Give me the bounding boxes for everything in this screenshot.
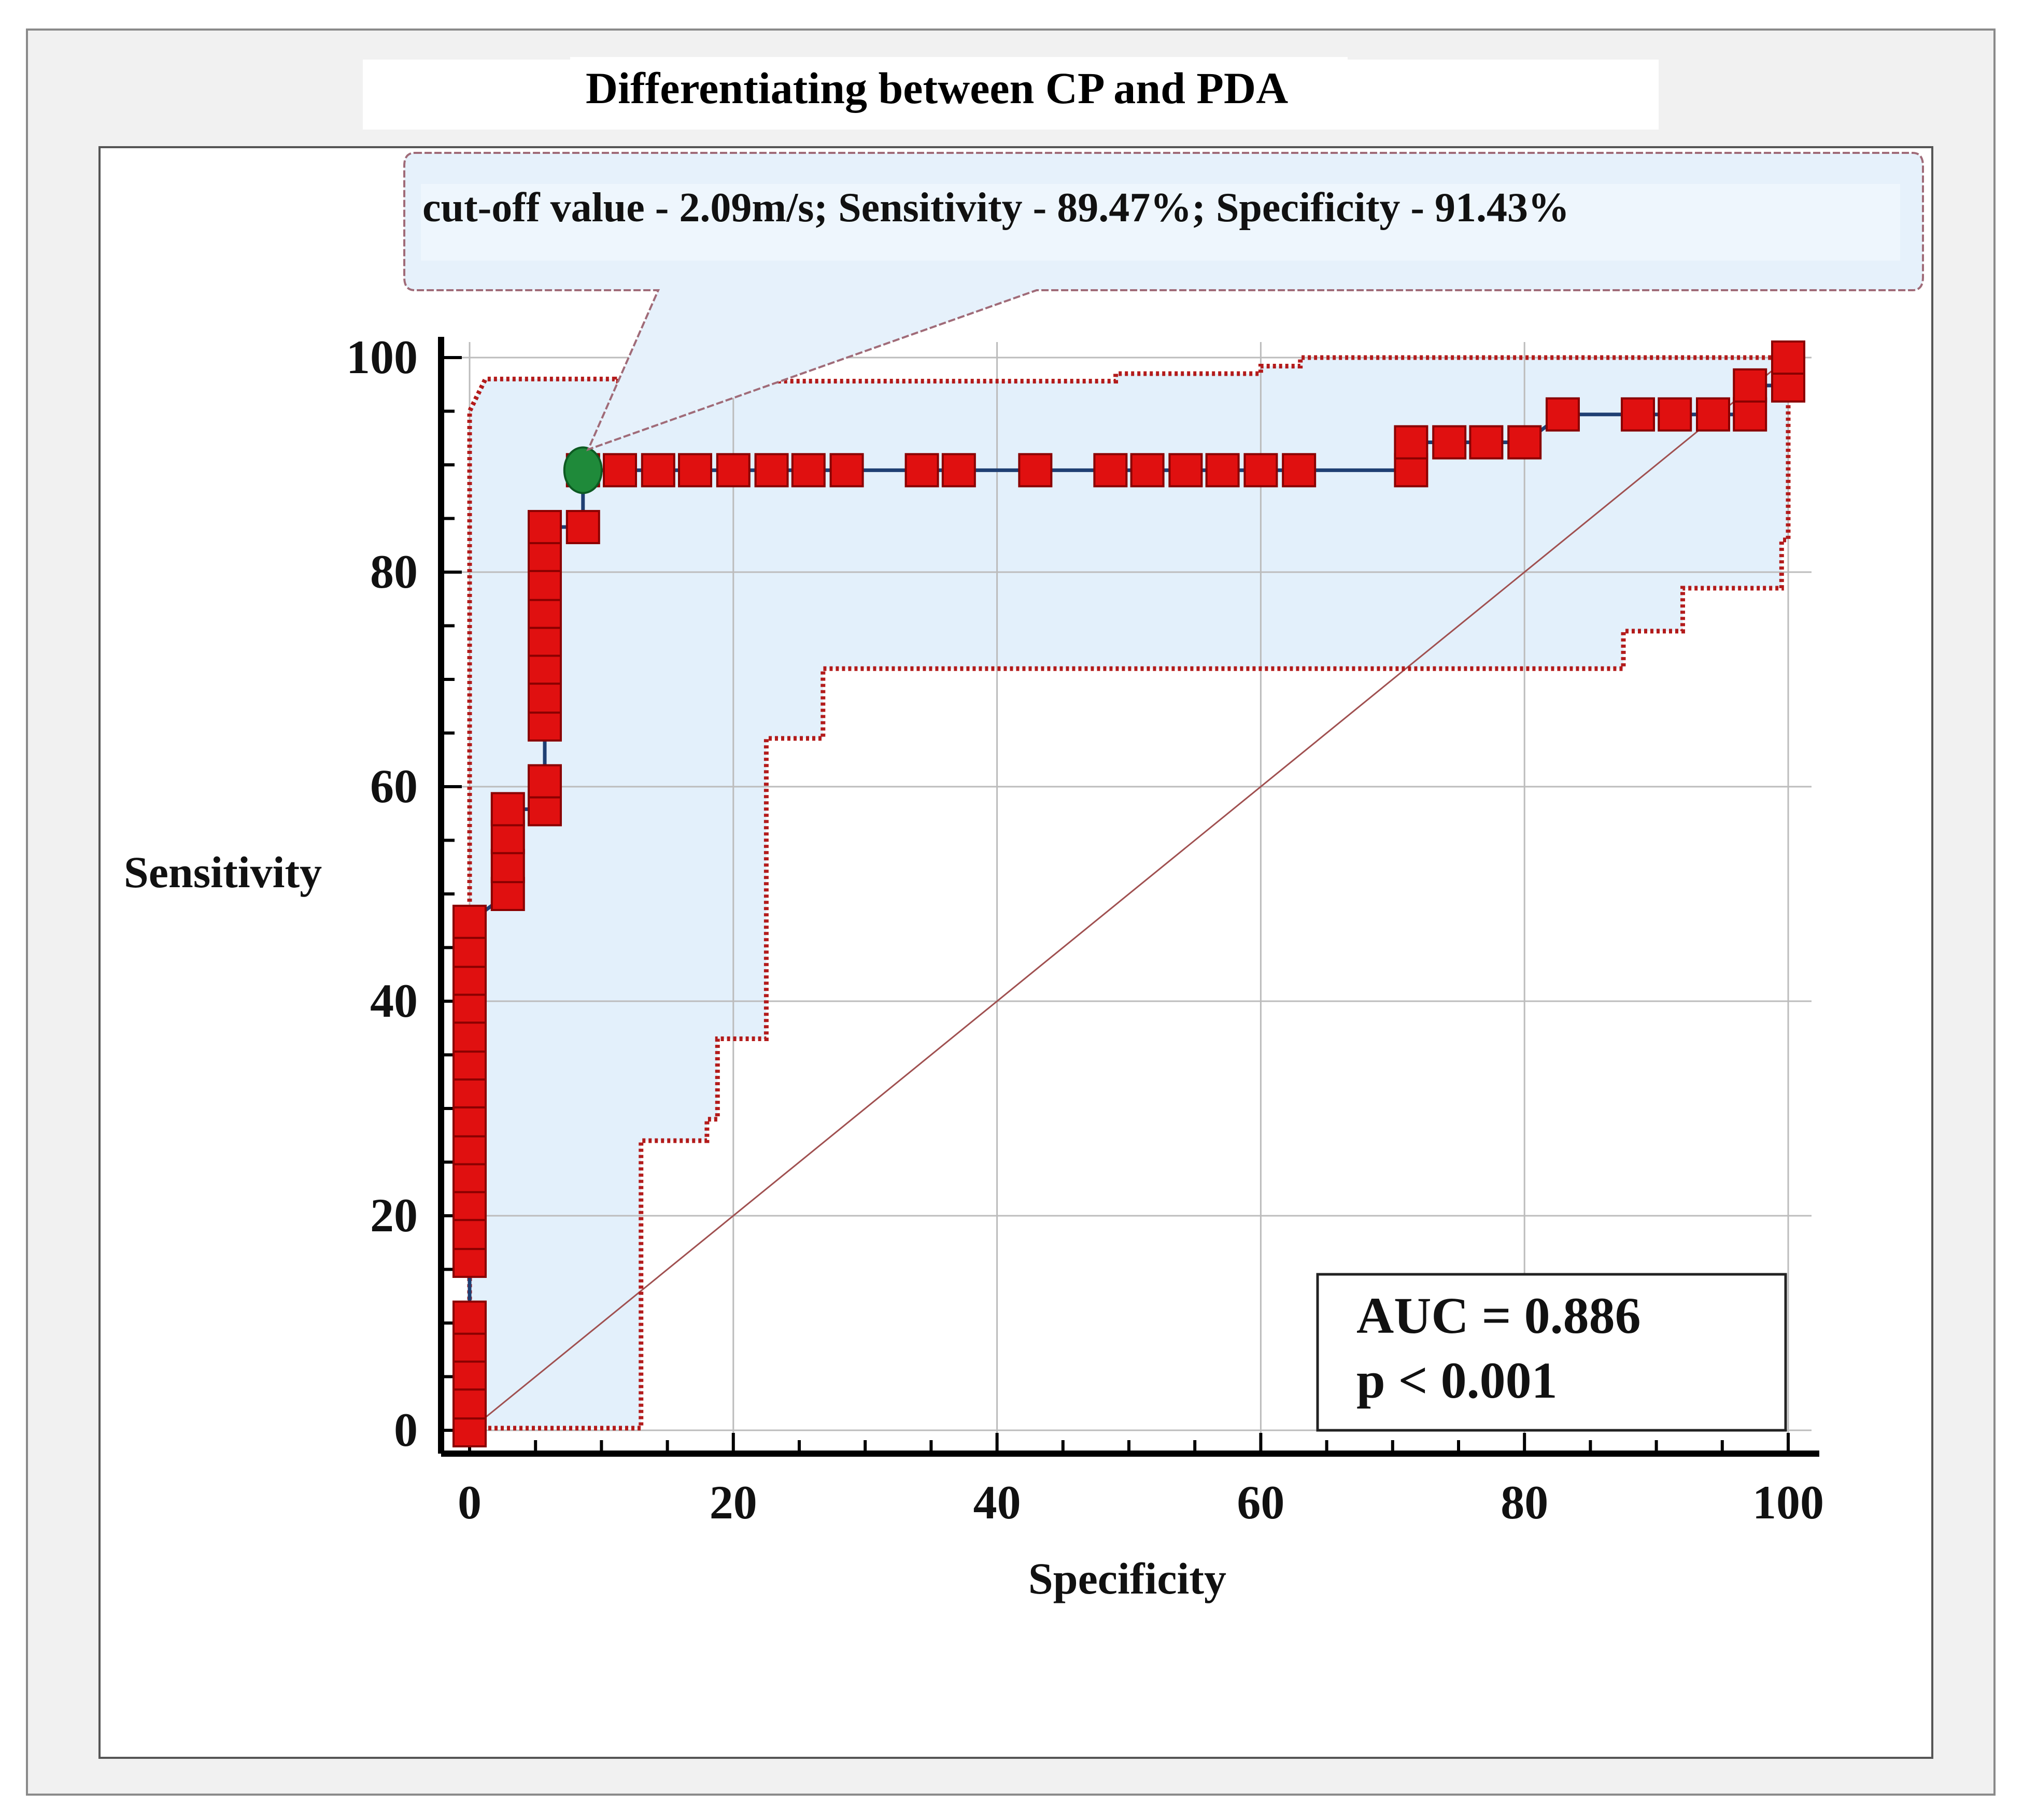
roc-point-marker bbox=[1771, 340, 1805, 375]
y-tick-label-40: 40 bbox=[370, 974, 418, 1027]
y-tick-label-100: 100 bbox=[346, 331, 418, 383]
callout-text-bg bbox=[421, 184, 1900, 261]
roc-point-marker bbox=[452, 1385, 487, 1420]
roc-point-marker bbox=[1620, 397, 1655, 432]
ci-lines-layer bbox=[467, 355, 1791, 1431]
callout-text: cut-off value - 2.09m/s; Sensitivity - 8… bbox=[422, 185, 1569, 231]
roc-point-marker bbox=[1394, 453, 1428, 488]
roc-point-marker bbox=[904, 453, 939, 488]
roc-point-marker bbox=[452, 1103, 487, 1138]
x-tick-label-80: 80 bbox=[1501, 1476, 1548, 1529]
roc-point-marker bbox=[452, 1216, 487, 1250]
roc-point-marker bbox=[641, 453, 675, 488]
x-tick-label-100: 100 bbox=[1752, 1476, 1824, 1529]
auc-value: AUC = 0.886 bbox=[1356, 1287, 1641, 1344]
roc-point-marker bbox=[452, 1243, 487, 1278]
x-tick-label-40: 40 bbox=[973, 1476, 1021, 1529]
roc-point-marker bbox=[1168, 453, 1203, 488]
roc-point-marker bbox=[716, 453, 751, 488]
roc-point-marker bbox=[490, 820, 525, 855]
roc-point-marker bbox=[565, 510, 600, 545]
roc-point-marker bbox=[1507, 425, 1542, 460]
x-tick-label-20: 20 bbox=[710, 1476, 757, 1529]
axes-layer: 0 20 40 60 80 100 0 20 40 60 80 100 bbox=[346, 331, 1824, 1529]
y-tick-label-80: 80 bbox=[370, 545, 418, 598]
roc-point-marker bbox=[490, 849, 525, 884]
roc-point-marker bbox=[1695, 397, 1730, 432]
x-axis-label: Specificity bbox=[1028, 1554, 1226, 1603]
cutoff-callout: cut-off value - 2.09m/s; Sensitivity - 8… bbox=[403, 152, 1924, 451]
roc-markers-layer bbox=[452, 340, 1805, 1447]
roc-point-marker bbox=[528, 679, 562, 714]
roc-point-marker bbox=[1282, 453, 1317, 488]
cutoff-point-marker bbox=[563, 446, 603, 494]
chart-title: Differentiating between CP and PDA bbox=[570, 57, 1348, 119]
roc-point-marker bbox=[754, 453, 789, 488]
roc-point-marker bbox=[452, 1131, 487, 1165]
roc-point-marker bbox=[452, 1300, 487, 1335]
diagonal-layer bbox=[469, 357, 1789, 1431]
roc-point-marker bbox=[528, 566, 562, 601]
x-tick-label-60: 60 bbox=[1237, 1476, 1284, 1529]
roc-point-marker bbox=[1545, 397, 1580, 432]
roc-point-marker bbox=[1018, 453, 1053, 488]
roc-point-marker bbox=[1205, 453, 1240, 488]
roc-point-marker bbox=[1658, 397, 1692, 432]
auc-box: AUC = 0.886 p < 0.001 bbox=[1316, 1273, 1787, 1432]
upper-ci-line bbox=[467, 355, 1788, 1430]
reference-diagonal bbox=[469, 357, 1789, 1431]
y-tick-label-60: 60 bbox=[370, 760, 418, 813]
roc-point-marker bbox=[829, 453, 864, 488]
roc-point-marker bbox=[452, 904, 487, 939]
lower-ci-line bbox=[470, 379, 1791, 1431]
roc-point-marker bbox=[1469, 425, 1504, 460]
roc-point-marker bbox=[791, 453, 826, 488]
x-tick-label-0: 0 bbox=[458, 1476, 482, 1529]
roc-point-marker bbox=[1432, 425, 1467, 460]
roc-point-marker bbox=[603, 453, 638, 488]
roc-point-marker bbox=[452, 1074, 487, 1108]
roc-point-marker bbox=[452, 1159, 487, 1193]
p-value: p < 0.001 bbox=[1356, 1352, 1558, 1409]
roc-point-marker bbox=[528, 707, 562, 742]
roc-point-marker bbox=[1771, 368, 1805, 403]
roc-point-marker bbox=[941, 453, 976, 488]
roc-point-marker bbox=[528, 650, 562, 685]
y-axis-label: Sensitivity bbox=[124, 847, 322, 897]
roc-point-marker bbox=[528, 510, 562, 545]
roc-point-marker bbox=[1733, 397, 1767, 432]
roc-point-marker bbox=[1394, 425, 1428, 460]
roc-point-marker bbox=[1093, 453, 1128, 488]
roc-point-marker bbox=[452, 1328, 487, 1363]
roc-point-marker bbox=[452, 1187, 487, 1221]
roc-point-marker bbox=[528, 792, 562, 827]
roc-point-marker bbox=[1733, 368, 1767, 403]
y-tick-label-0: 0 bbox=[394, 1403, 418, 1456]
roc-point-marker bbox=[452, 1018, 487, 1053]
roc-point-marker bbox=[528, 764, 562, 799]
auc-box-frame bbox=[1316, 1273, 1787, 1432]
roc-point-marker bbox=[452, 933, 487, 968]
roc-point-marker bbox=[1130, 453, 1165, 488]
roc-point-marker bbox=[678, 453, 713, 488]
y-tick-label-20: 20 bbox=[370, 1189, 418, 1242]
roc-point-marker bbox=[528, 537, 562, 572]
roc-point-marker bbox=[490, 792, 525, 827]
roc-point-marker bbox=[528, 594, 562, 629]
roc-point-marker bbox=[1243, 453, 1278, 488]
